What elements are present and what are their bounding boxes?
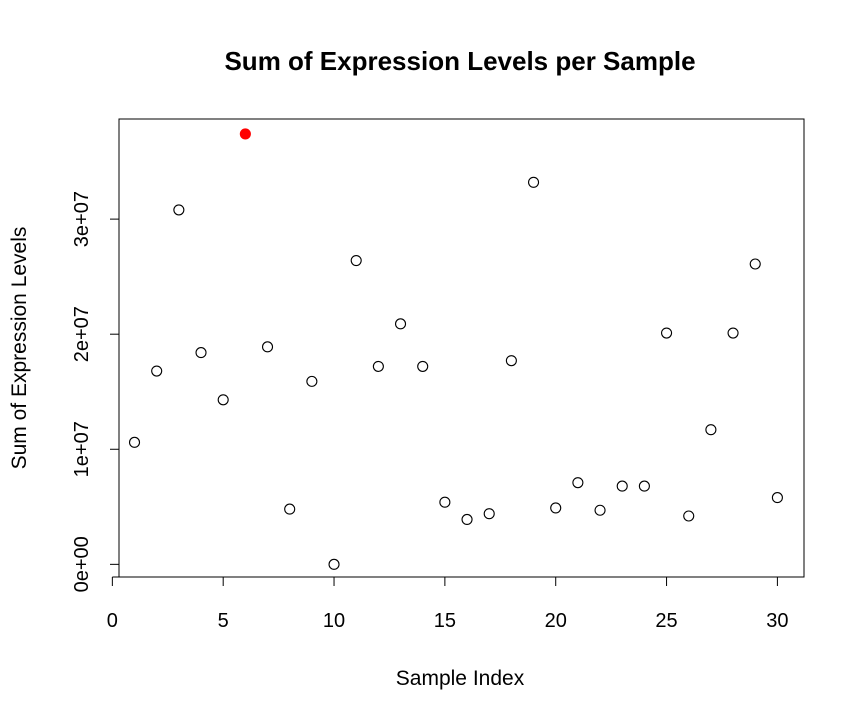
data-point (151, 365, 163, 377)
data-point (372, 360, 384, 372)
data-point (483, 508, 495, 520)
data-point (128, 436, 141, 448)
data-point (771, 492, 783, 504)
data-point (439, 496, 451, 508)
data-point (638, 480, 650, 492)
data-point (350, 254, 362, 267)
y-tick-label: 2e+07 (71, 306, 93, 362)
data-point (749, 258, 761, 270)
data-point (616, 480, 628, 492)
data-point (727, 327, 739, 339)
y-tick-label: 0e+00 (71, 536, 93, 592)
data-point (284, 503, 296, 515)
data-point (705, 424, 717, 436)
data-point (527, 176, 540, 188)
data-point (661, 327, 673, 339)
data-point (550, 502, 562, 514)
data-point (173, 204, 185, 216)
data-point (217, 394, 229, 406)
data-point (195, 347, 207, 359)
data-points (128, 128, 783, 570)
data-point (417, 360, 429, 372)
highlighted-data-point (239, 128, 251, 140)
data-point (594, 504, 606, 516)
plot-area-frame (118, 118, 805, 578)
y-axis-label: Sum of Expression Levels (8, 227, 31, 470)
data-point (683, 510, 695, 522)
x-tick-label: 25 (655, 610, 677, 632)
chart-title: Sum of Expression Levels per Sample (224, 46, 695, 76)
x-tick-label: 20 (545, 610, 567, 632)
x-tick-label: 10 (323, 610, 345, 632)
x-axis-label: Sample Index (396, 667, 525, 690)
y-tick-label: 1e+07 (71, 421, 93, 477)
y-tick-label: 3e+07 (71, 191, 93, 247)
y-axis: 0e+00 1e+07 2e+07 3e+07 (71, 191, 120, 592)
data-point (306, 375, 318, 387)
data-point (572, 477, 584, 489)
data-point (394, 318, 407, 330)
x-tick-label: 5 (218, 610, 229, 632)
data-point (328, 558, 340, 570)
data-point (505, 355, 517, 367)
x-tick-label: 15 (434, 610, 456, 632)
x-tick-label: 0 (107, 610, 118, 632)
data-point (261, 341, 274, 353)
data-point (461, 513, 473, 526)
x-axis: 0 5 10 15 20 25 30 (107, 576, 789, 632)
x-tick-label: 30 (766, 610, 788, 632)
